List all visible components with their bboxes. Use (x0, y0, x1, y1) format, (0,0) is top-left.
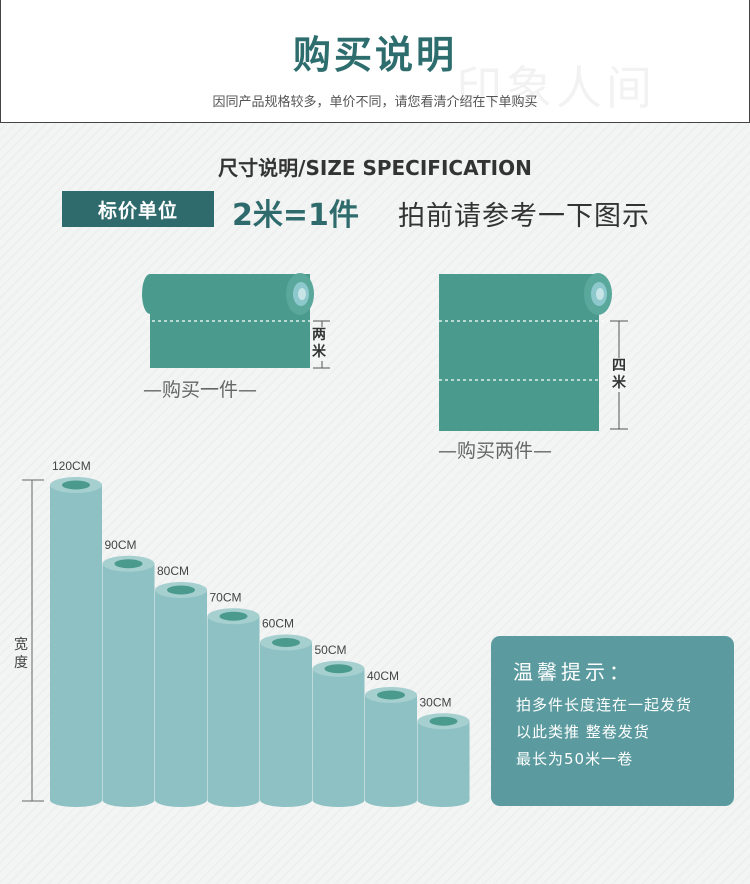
header-banner: 印象人间 购买说明 因同产品规格较多，单价不同，请您看清介绍在下单购买 (0, 0, 750, 123)
width-dimension-line (22, 479, 44, 802)
price-unit-equation: 2米=1件 (232, 198, 359, 233)
tips-panel: 温馨提示： 拍多件长度连在一起发货 以此类推 整卷发货 最长为50米一卷 (491, 636, 734, 806)
page-subtitle: 因同产品规格较多，单价不同，请您看清介绍在下单购买 (212, 95, 538, 110)
roll-width-label: 80CM (157, 564, 189, 578)
roll-width-label: 70CM (210, 590, 242, 604)
tip-line: 最长为50米一卷 (516, 750, 634, 768)
roll-width-label: 90CM (105, 538, 137, 552)
roll-bar (365, 687, 417, 807)
roll-illustration-one-piece (142, 273, 330, 369)
roll-width-label: 40CM (367, 669, 399, 683)
length-label-two-meters: 两米 (311, 327, 327, 361)
length-label-four-meters: 四米 (611, 358, 627, 392)
price-reference-hint: 拍前请参考一下图示 (398, 201, 650, 232)
width-axis-label: 宽度 (14, 637, 28, 671)
roll-bar (260, 634, 312, 807)
roll-bar (50, 477, 102, 807)
tips-title: 温馨提示： (513, 660, 633, 684)
roll-bar (207, 608, 260, 807)
roll-bar (102, 555, 155, 807)
watermark-logo: 印象人间 (456, 61, 656, 115)
caption-buy-one: —购买一件— (143, 379, 258, 401)
caption-buy-two: —购买两件— (438, 440, 553, 462)
tip-line: 拍多件长度连在一起发货 (516, 696, 693, 714)
roll-bar (417, 713, 470, 807)
roll-bar (155, 582, 207, 807)
section-title: 尺寸说明/SIZE SPECIFICATION (218, 156, 532, 180)
roll-width-label: 120CM (52, 459, 91, 473)
roll-width-label: 60CM (262, 617, 294, 631)
roll-width-label: 30CM (420, 695, 452, 709)
roll-bar (312, 660, 365, 807)
roll-width-chart: 120CM 90CM 80CM 70CM 60CM 50CM 40CM 30CM (22, 459, 470, 807)
price-unit-badge: 标价单位 (62, 191, 214, 227)
roll-width-label: 50CM (315, 643, 347, 657)
roll-illustration-two-pieces (439, 273, 628, 431)
page-title: 购买说明 (292, 33, 457, 77)
tip-line: 以此类推 整卷发货 (516, 723, 650, 741)
